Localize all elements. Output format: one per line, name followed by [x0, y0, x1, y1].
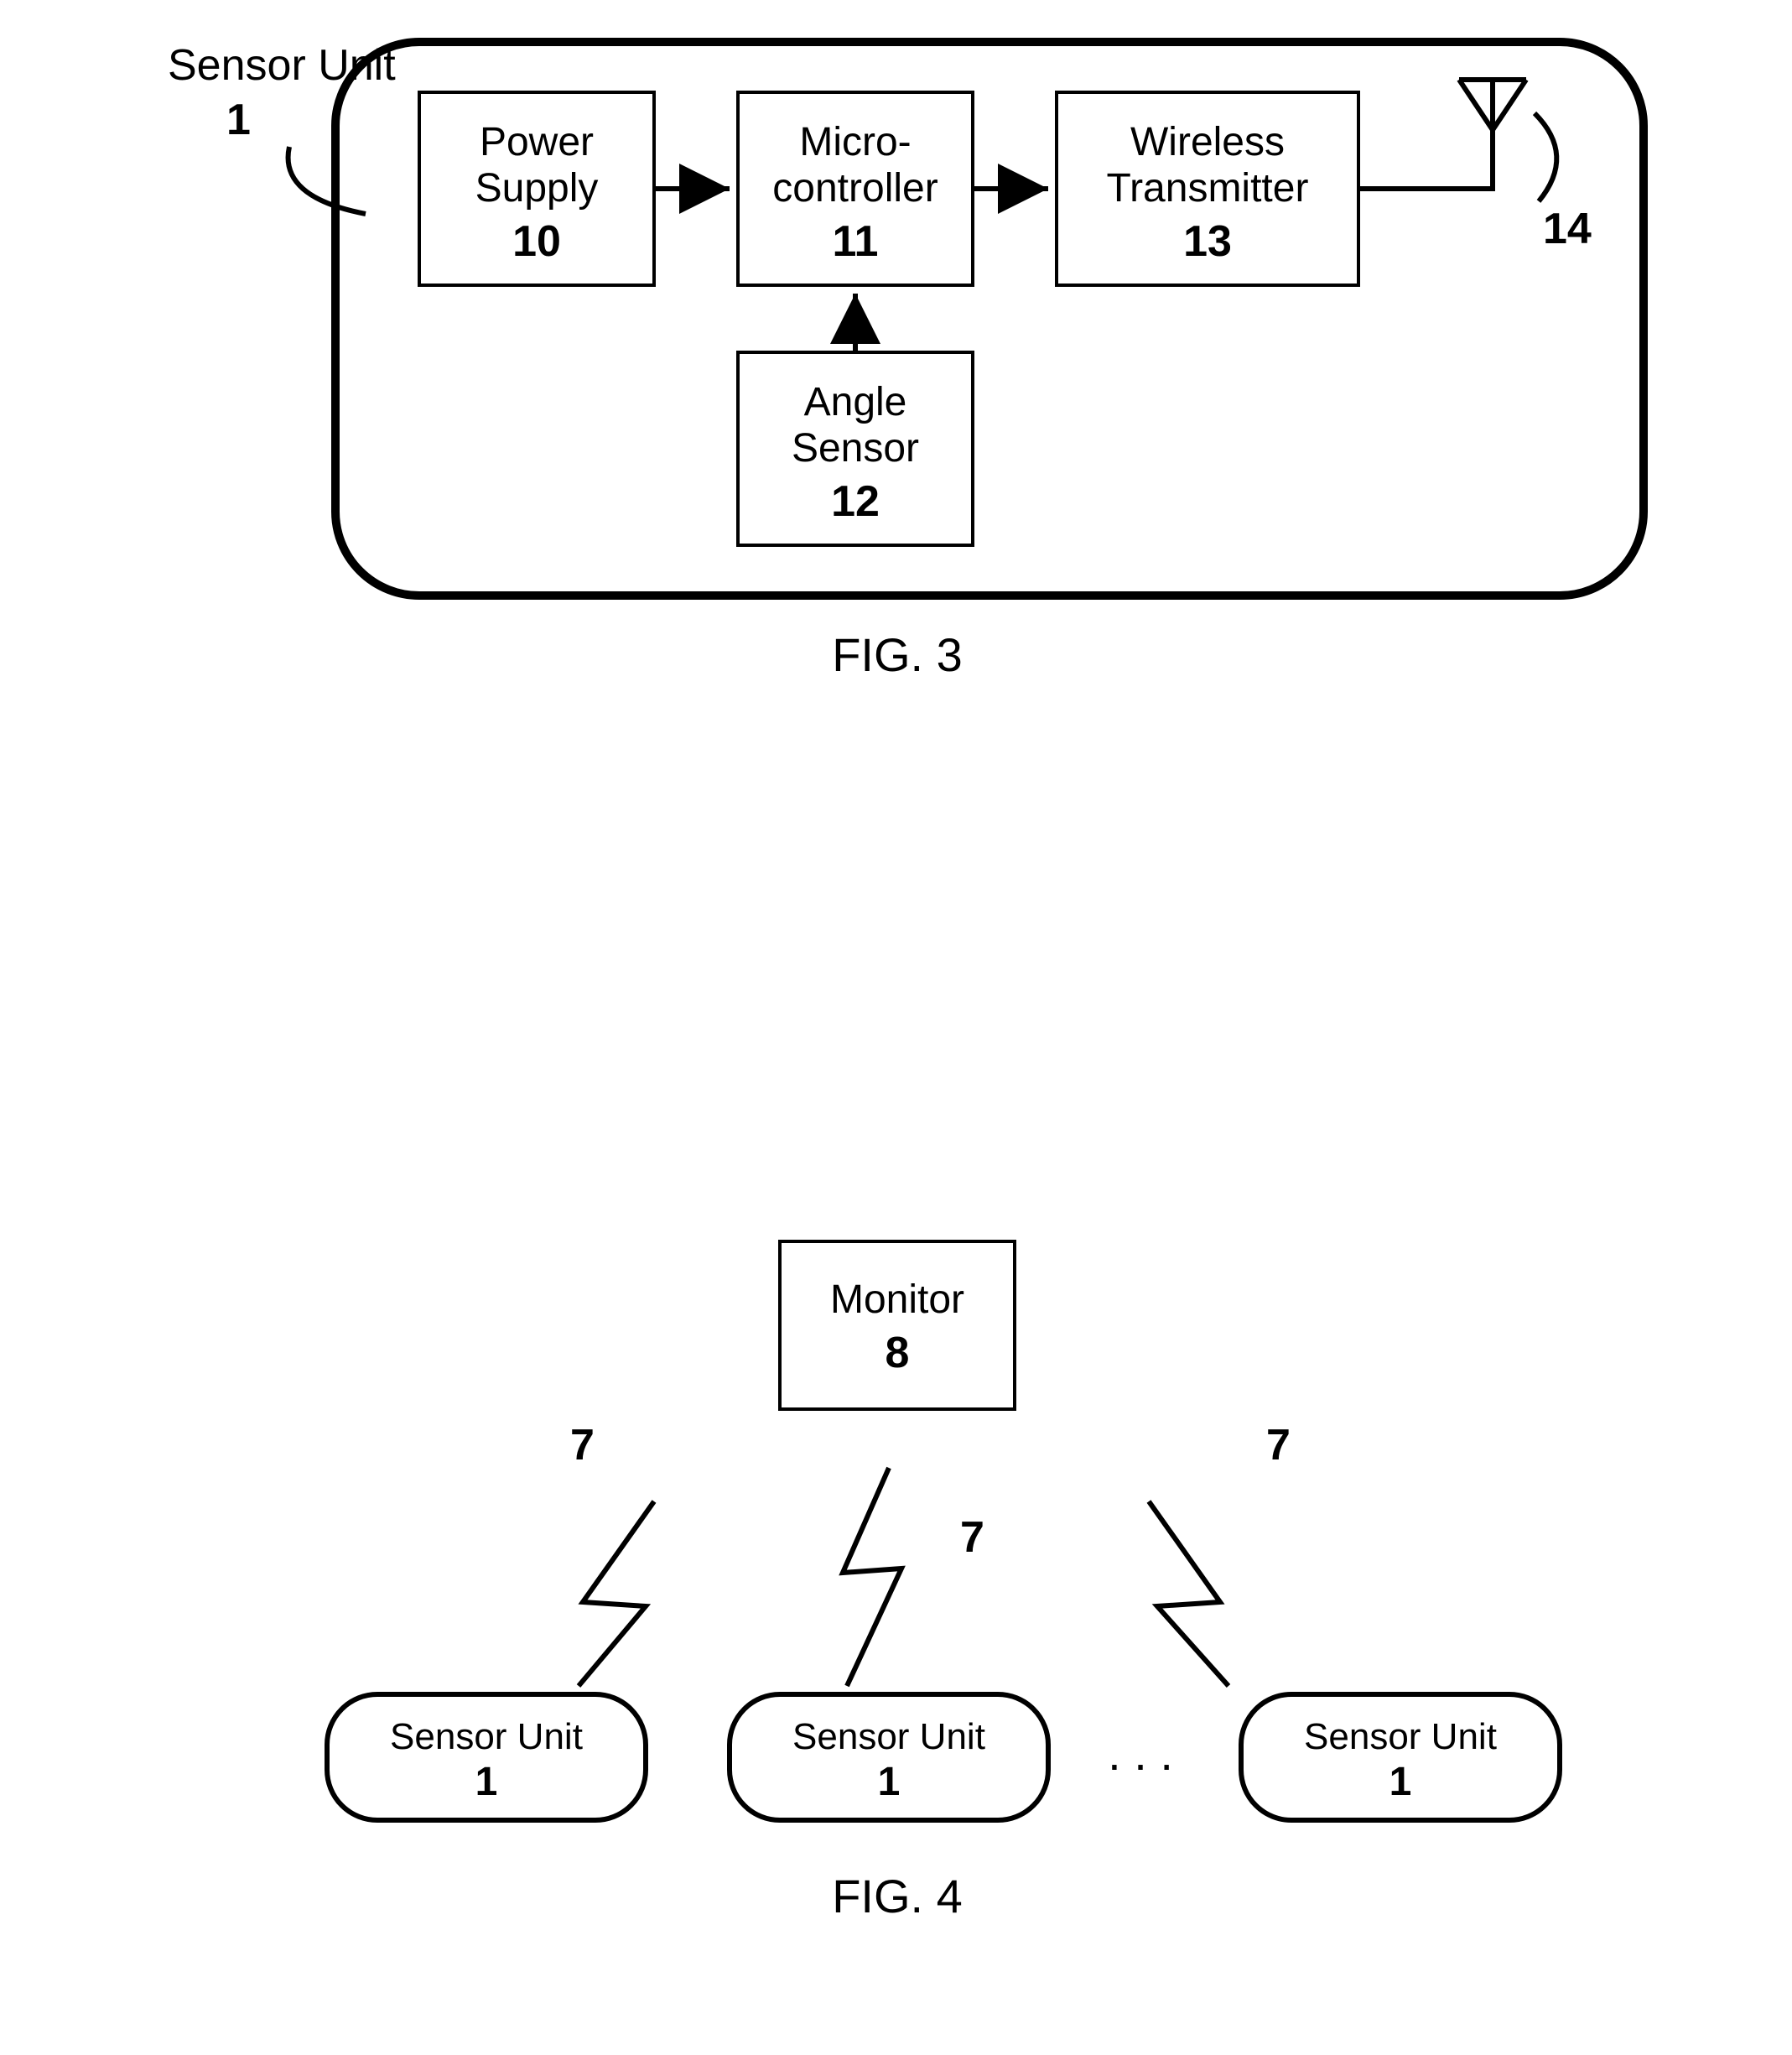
sensor-unit-node-2-label: Sensor Unit — [792, 1716, 985, 1757]
sensor-unit-node-1: Sensor Unit 1 — [327, 1694, 646, 1820]
sensor-unit-node-2-num: 1 — [878, 1760, 901, 1804]
ellipsis: . . . — [1108, 1727, 1173, 1780]
angle-sensor-line1: Angle — [804, 380, 907, 424]
wireless-transmitter-line1: Wireless — [1130, 120, 1285, 164]
sensor-unit-num: 1 — [226, 96, 251, 144]
microcontroller-num: 11 — [833, 217, 879, 266]
power-supply-line1: Power — [480, 120, 594, 164]
wireless-transmitter-line2: Transmitter — [1107, 166, 1309, 211]
sensor-unit-node-1-num: 1 — [475, 1760, 498, 1804]
sensor-unit-node-3-num: 1 — [1389, 1760, 1412, 1804]
angle-sensor-block: Angle Sensor 12 — [738, 352, 973, 545]
microcontroller-line1: Micro- — [799, 120, 911, 164]
sensor-unit-node-3-label: Sensor Unit — [1304, 1716, 1497, 1757]
wireless-transmitter-block: Wireless Transmitter 13 — [1057, 92, 1358, 285]
bolt-icon-right — [1149, 1501, 1228, 1686]
fig4-caption: FIG. 4 — [832, 1870, 963, 1922]
fig3-diagram: Sensor Unit 1 Power Supply 10 Micro- con… — [0, 0, 1792, 755]
wireless-transmitter-num: 13 — [1183, 217, 1232, 266]
sensor-unit-node-2: Sensor Unit 1 — [730, 1694, 1048, 1820]
microcontroller-line2: controller — [772, 166, 938, 211]
sensor-unit-label: Sensor Unit — [168, 41, 396, 90]
bolt-icon-left — [579, 1501, 654, 1686]
fig4-diagram: Monitor 8 7 7 7 Sensor Unit 1 Sensor Uni… — [0, 1174, 1792, 2013]
sensor-unit-node-3: Sensor Unit 1 — [1241, 1694, 1560, 1820]
fig3-caption: FIG. 3 — [832, 628, 963, 681]
monitor-block: Monitor 8 — [780, 1241, 1015, 1409]
angle-sensor-num: 12 — [831, 477, 880, 526]
angle-sensor-line2: Sensor — [792, 426, 919, 471]
microcontroller-block: Micro- controller 11 — [738, 92, 973, 285]
bolt-icon-mid — [843, 1468, 901, 1686]
wireless-link-label-left: 7 — [570, 1421, 595, 1470]
wireless-link-label-mid: 7 — [960, 1513, 984, 1562]
power-supply-line2: Supply — [475, 166, 599, 211]
monitor-label: Monitor — [830, 1277, 964, 1322]
power-supply-num: 10 — [512, 217, 561, 266]
monitor-num: 8 — [886, 1329, 910, 1377]
wireless-link-label-right: 7 — [1266, 1421, 1291, 1470]
sensor-unit-node-1-label: Sensor Unit — [390, 1716, 583, 1757]
antenna-num: 14 — [1543, 205, 1592, 253]
power-supply-block: Power Supply 10 — [419, 92, 654, 285]
